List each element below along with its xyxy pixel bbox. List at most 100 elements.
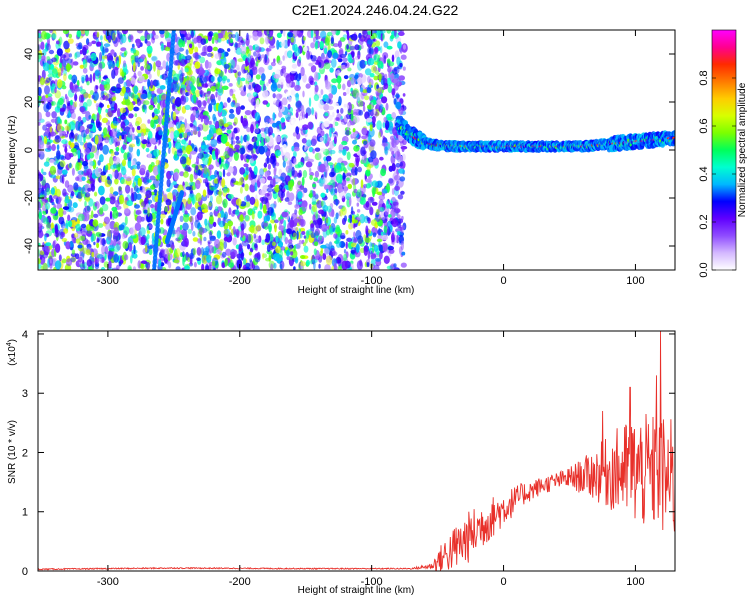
noise-blob — [42, 48, 47, 57]
noise-blob — [402, 66, 406, 71]
noise-blob — [342, 148, 347, 156]
noise-blob — [139, 164, 146, 172]
noise-blob — [352, 128, 356, 133]
noise-blob — [49, 131, 57, 137]
noise-blob — [38, 222, 42, 232]
noise-blob — [65, 58, 73, 64]
noise-blob — [39, 77, 46, 86]
noise-blob — [320, 89, 324, 96]
noise-blob — [199, 56, 206, 64]
noise-blob — [379, 104, 384, 110]
noise-blob — [63, 73, 67, 82]
noise-blob — [64, 125, 70, 131]
noise-blob — [290, 89, 296, 96]
noise-blob — [101, 203, 109, 212]
noise-blob — [259, 177, 266, 184]
noise-blob — [88, 131, 93, 139]
noise-blob — [302, 36, 306, 41]
noise-blob — [298, 169, 302, 177]
noise-blob — [255, 74, 261, 80]
noise-blob — [207, 191, 210, 199]
noise-blob — [278, 189, 284, 198]
noise-blob — [109, 210, 113, 220]
noise-blob — [340, 116, 344, 120]
noise-blob — [110, 128, 118, 138]
noise-blob — [362, 104, 366, 112]
noise-blob — [332, 52, 339, 59]
noise-blob — [364, 68, 372, 76]
noise-blob — [202, 100, 207, 107]
noise-blob — [137, 62, 140, 68]
noise-blob — [38, 173, 43, 182]
noise-blob — [240, 135, 243, 144]
noise-blob — [215, 195, 223, 205]
noise-blob — [251, 210, 255, 220]
noise-blob — [370, 162, 376, 166]
noise-blob — [149, 224, 153, 229]
noise-blob — [176, 231, 180, 238]
noise-blob — [274, 223, 277, 233]
noise-blob — [209, 127, 214, 138]
noise-blob — [174, 100, 178, 106]
noise-blob — [138, 237, 145, 246]
noise-blob — [112, 120, 119, 126]
noise-blob — [107, 104, 110, 109]
noise-blob — [208, 146, 213, 151]
noise-blob — [246, 166, 250, 171]
noise-blob — [356, 157, 359, 168]
noise-blob — [66, 62, 71, 73]
noise-blob — [398, 168, 405, 174]
noise-blob — [254, 112, 260, 121]
noise-blob — [376, 191, 383, 196]
noise-blob — [179, 133, 183, 139]
noise-blob — [261, 90, 269, 99]
noise-blob — [94, 191, 98, 197]
noise-blob — [118, 185, 122, 192]
noise-blob — [137, 70, 142, 77]
noise-blob — [334, 164, 341, 174]
noise-blob — [349, 214, 353, 224]
noise-blob — [79, 64, 85, 69]
noise-blob — [315, 35, 321, 40]
noise-blob — [275, 150, 282, 157]
noise-blob — [325, 218, 329, 224]
noise-blob — [254, 182, 258, 192]
noise-blob — [273, 253, 280, 262]
noise-blob — [394, 208, 401, 214]
noise-blob — [355, 92, 361, 102]
noise-blob — [310, 55, 317, 62]
noise-blob — [58, 36, 63, 46]
noise-blob — [224, 30, 228, 41]
noise-blob — [387, 84, 393, 94]
noise-blob — [82, 67, 88, 74]
noise-blob — [72, 148, 78, 157]
noise-blob — [357, 166, 362, 173]
noise-blob — [99, 154, 104, 163]
noise-blob — [325, 97, 329, 103]
noise-blob — [312, 148, 315, 154]
noise-blob — [73, 101, 78, 108]
noise-blob — [347, 67, 352, 72]
noise-blob — [113, 227, 119, 237]
noise-blob — [175, 121, 181, 129]
noise-blob — [391, 88, 396, 96]
noise-blob — [344, 51, 348, 56]
noise-blob — [49, 30, 54, 34]
noise-blob — [77, 149, 81, 160]
noise-blob — [85, 169, 90, 176]
noise-blob — [346, 44, 349, 50]
noise-blob — [132, 62, 136, 72]
noise-blob — [346, 177, 350, 182]
noise-blob — [350, 206, 354, 215]
noise-blob — [190, 207, 197, 216]
noise-blob — [108, 135, 114, 145]
noise-blob — [45, 77, 52, 83]
noise-blob — [192, 230, 196, 237]
noise-blob — [246, 134, 250, 142]
noise-blob — [185, 49, 189, 56]
noise-blob — [310, 223, 315, 229]
noise-blob — [45, 242, 52, 247]
noise-blob — [112, 32, 116, 41]
noise-blob — [336, 109, 340, 114]
